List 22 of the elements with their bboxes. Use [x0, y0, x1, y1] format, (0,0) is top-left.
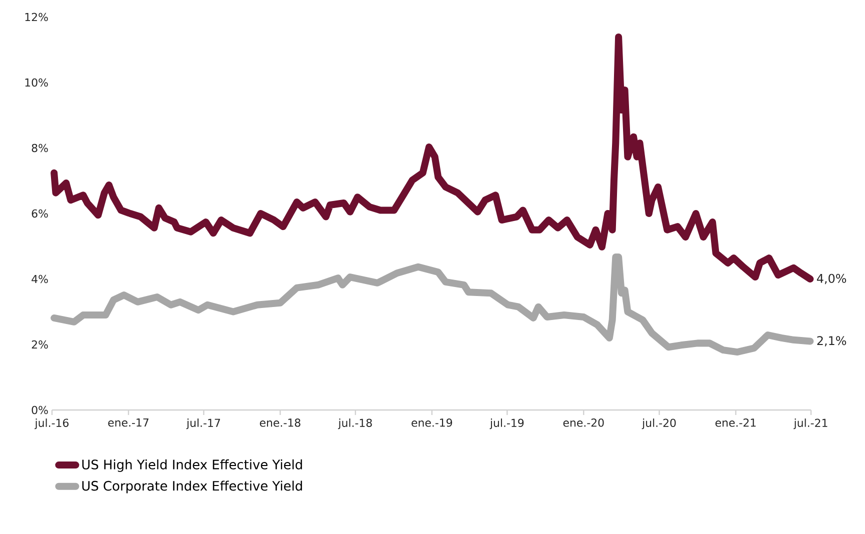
y-tick-label: 0% [32, 406, 48, 414]
x-tick-label: ene.-19 [412, 418, 452, 427]
x-tick-label: ene.-20 [563, 418, 604, 427]
x-tick-label: jul.-21 [794, 418, 828, 430]
x-tick-label: jul.-19 [490, 418, 524, 430]
y-tick-label: 4% [32, 274, 48, 284]
annotation: 4,0% [816, 274, 846, 284]
y-tick-label: 12% [25, 12, 48, 22]
legend-label: US Corporate Index Effective Yield [82, 480, 302, 494]
y-tick-label: 10% [25, 78, 48, 87]
y-tick-label: 2% [32, 340, 48, 349]
annotation: 2,1% [817, 336, 846, 346]
x-tick-label: ene.-17 [108, 418, 148, 427]
x-tick-label: jul.-18 [338, 418, 372, 430]
y-tick-label: 6% [32, 209, 48, 218]
x-tick-label: jul.-17 [186, 418, 220, 430]
x-tick-label: ene.-21 [715, 418, 756, 427]
x-tick-label: jul.-16 [34, 418, 69, 430]
y-tick-label: 8% [32, 144, 48, 152]
x-tick-label: ene.-18 [260, 418, 300, 427]
x-tick-label: jul.-20 [642, 418, 676, 430]
legend-label: US High Yield Index Effective Yield [82, 459, 302, 472]
